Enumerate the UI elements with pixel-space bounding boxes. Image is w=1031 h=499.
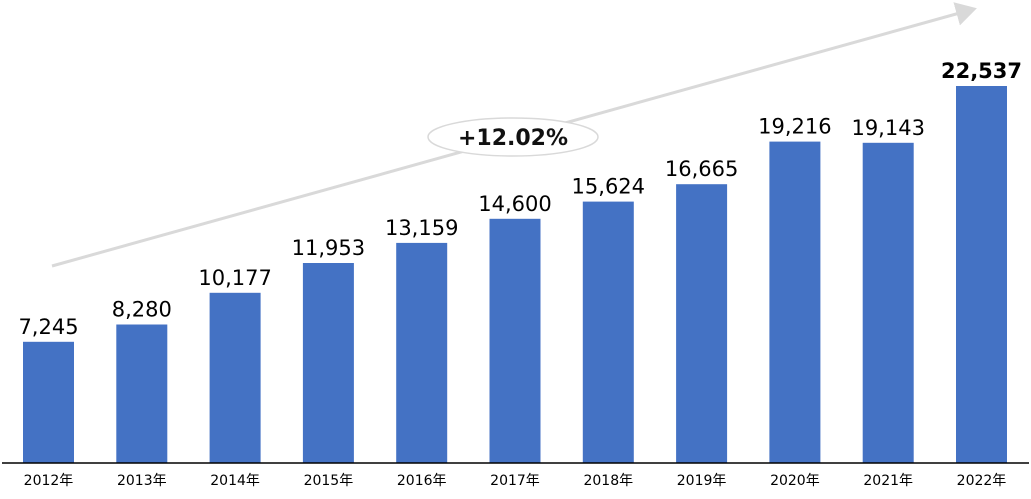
x-tick-label-5: 2017年 (490, 473, 540, 489)
bar-8 (769, 141, 821, 463)
data-label-8: 19,216 (758, 115, 831, 139)
bar-6 (582, 201, 634, 463)
bar-5 (489, 218, 541, 463)
bar-7 (676, 184, 728, 463)
data-label-5: 14,600 (478, 192, 551, 216)
bar-9 (862, 142, 914, 464)
bar-4 (396, 242, 448, 463)
bar-0 (23, 341, 74, 463)
x-tick-label-4: 2016年 (397, 473, 447, 489)
data-label-10: 22,537 (941, 59, 1022, 83)
data-label-4: 13,159 (385, 216, 458, 240)
data-label-1: 8,280 (112, 298, 172, 322)
data-label-3: 11,953 (292, 236, 365, 260)
bar-3 (302, 263, 354, 463)
x-tick-label-9: 2021年 (863, 473, 913, 489)
bar-series (23, 86, 1007, 464)
x-tick-label-7: 2019年 (677, 473, 727, 489)
x-axis-ticks: 2012年 2013年 2014年 2015年 2016年 2017年 2018年 2019年… (24, 473, 1007, 489)
growth-annotation-oval (427, 117, 599, 157)
bar-2 (209, 292, 261, 463)
bar-1 (116, 324, 168, 463)
bar-10 (956, 86, 1007, 463)
growth-annotation: +12.02% (458, 126, 568, 151)
x-tick-label-6: 2018年 (583, 473, 633, 489)
x-tick-label-3: 2015年 (304, 473, 354, 489)
data-label-9: 19,143 (851, 116, 924, 140)
x-tick-label-8: 2020年 (770, 473, 820, 489)
x-tick-label-1: 2013年 (117, 473, 167, 489)
data-label-6: 15,624 (572, 175, 645, 199)
data-label-0: 7,245 (18, 315, 78, 339)
x-tick-label-0: 2012年 (24, 473, 74, 489)
data-label-7: 16,665 (665, 157, 738, 181)
x-tick-label-10: 2022年 (957, 473, 1007, 489)
x-tick-label-2: 2014年 (210, 473, 260, 489)
data-label-2: 10,177 (198, 266, 271, 290)
data-labels: 7,245 8,280 10,177 11,953 13,159 14,600 15,624… (18, 59, 1022, 339)
